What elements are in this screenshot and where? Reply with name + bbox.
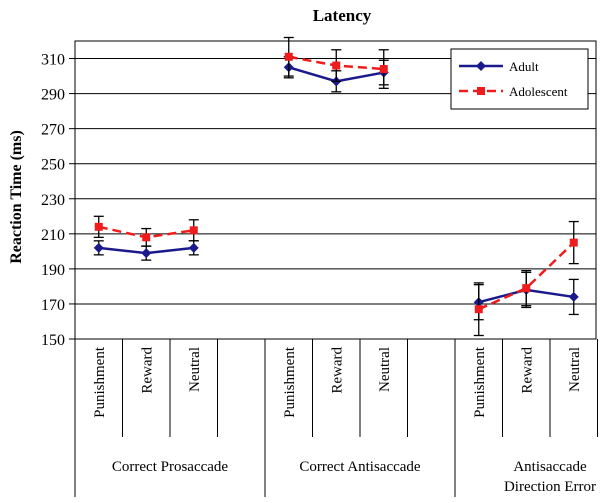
data-point xyxy=(379,65,388,74)
data-point xyxy=(284,52,293,61)
y-tick-label: 250 xyxy=(41,157,65,174)
series-layer xyxy=(93,36,579,337)
category-label: Punishment xyxy=(472,346,488,418)
data-point xyxy=(569,238,578,247)
category-label: Punishment xyxy=(92,346,108,418)
y-tick-label: 190 xyxy=(41,262,65,279)
y-tick-label: 270 xyxy=(41,122,65,139)
category-label: Punishment xyxy=(282,346,298,418)
group-label: Correct Prosaccade xyxy=(112,459,229,475)
data-point xyxy=(142,233,151,242)
data-point xyxy=(189,226,198,235)
data-point xyxy=(522,284,531,293)
group-label: Antisaccade xyxy=(513,459,587,475)
legend-marker xyxy=(476,61,486,71)
y-axis-label: Reaction Time (ms) xyxy=(8,130,25,264)
plot-area-border xyxy=(74,40,597,340)
data-point xyxy=(474,305,483,314)
category-label: Reward xyxy=(139,347,155,394)
category-label: Neutral xyxy=(187,347,203,392)
category-label: Reward xyxy=(329,347,345,394)
y-tick-labels: 150 170 190 210 230 250 270 290 310 xyxy=(41,52,75,349)
y-tick-label: 170 xyxy=(41,297,65,314)
category-label: Reward xyxy=(519,347,535,394)
category-label: Neutral xyxy=(377,347,393,392)
y-tick-label: 210 xyxy=(41,227,65,244)
y-tick-label: 290 xyxy=(41,87,65,104)
category-axis: Punishment Reward Neutral Correct Prosaccad… xyxy=(74,339,598,497)
data-point xyxy=(141,248,152,259)
data-point xyxy=(94,222,103,231)
group-label: Direction Error xyxy=(504,479,596,495)
y-tick-label: 310 xyxy=(41,52,65,69)
chart-title: Latency xyxy=(313,6,372,25)
legend-box xyxy=(450,48,589,110)
legend-label: Adolescent xyxy=(509,84,568,99)
group-label: Correct Antisaccade xyxy=(299,459,421,475)
series-adolescent xyxy=(93,36,579,337)
legend-marker xyxy=(477,87,485,95)
series-line xyxy=(478,241,575,311)
legend: Adult Adolescent xyxy=(450,48,589,110)
category-label: Neutral xyxy=(567,347,583,392)
plot-frame xyxy=(74,40,597,340)
data-point xyxy=(332,61,341,70)
data-point xyxy=(568,291,579,302)
y-tick-label: 150 xyxy=(41,332,65,349)
y-tick-label: 230 xyxy=(41,192,65,209)
data-point xyxy=(188,242,199,253)
legend-label: Adult xyxy=(509,59,539,74)
data-point xyxy=(93,242,104,253)
